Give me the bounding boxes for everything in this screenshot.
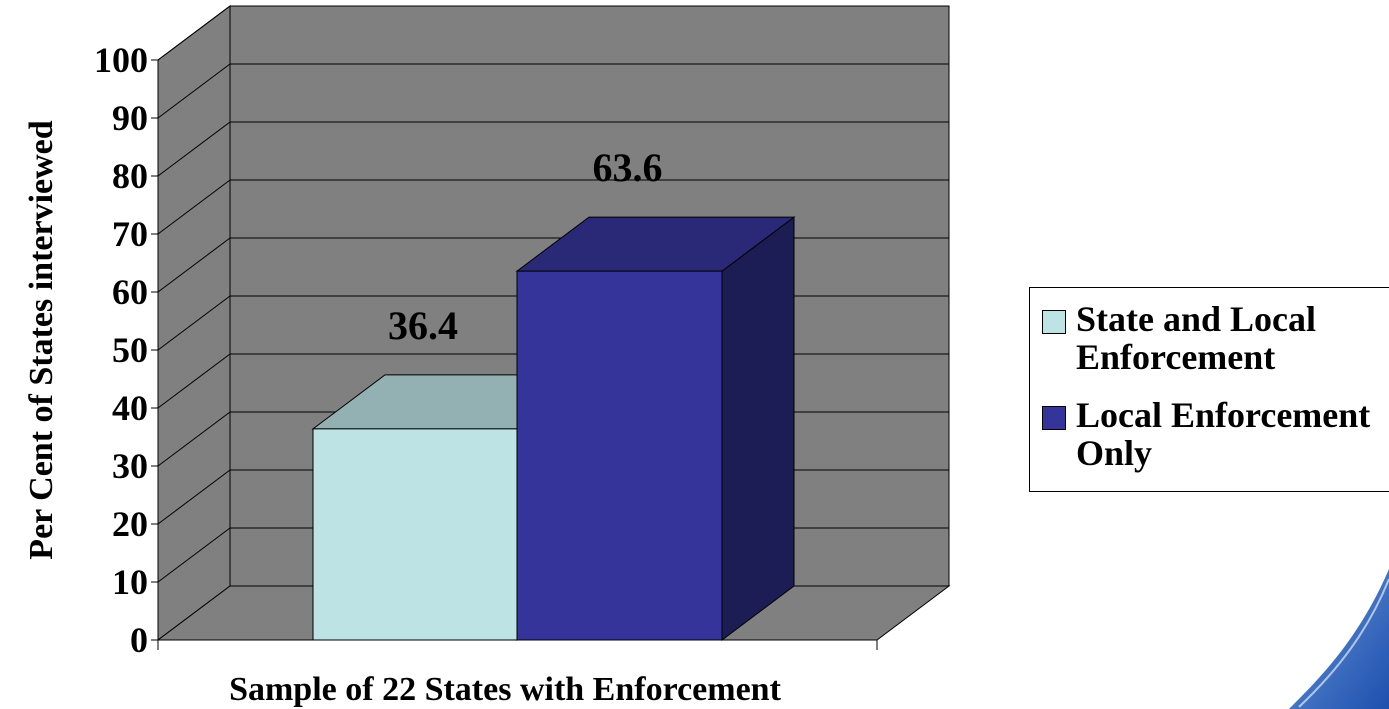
y-tick-label: 40	[112, 388, 148, 428]
y-tick-label: 100	[94, 40, 148, 80]
gridline-side	[157, 237, 231, 293]
gridline-side	[157, 411, 231, 467]
bar-side	[721, 216, 795, 641]
legend-item-state-and-local: State and Local Enforcement	[1042, 300, 1389, 376]
legend: State and Local Enforcement Local Enforc…	[1029, 287, 1389, 492]
x-axis-title: Sample of 22 States with Enforcement	[229, 671, 781, 708]
y-tick-label: 90	[112, 98, 148, 138]
bar	[312, 428, 518, 641]
decorative-swoosh-icon	[1289, 569, 1389, 709]
y-tick-label: 50	[112, 330, 148, 370]
gridline-side	[157, 527, 231, 583]
bar	[516, 270, 723, 641]
data-labels: 36.4 63.6	[388, 145, 663, 348]
gridline-side	[157, 63, 231, 119]
legend-label: State and Local Enforcement	[1076, 299, 1317, 377]
y-axis-title: Per Cent of States interviewed	[23, 120, 60, 559]
legend-swatch-state-and-local	[1042, 310, 1066, 334]
legend-label: Local Enforcement Only	[1076, 395, 1371, 473]
gridline-side	[157, 353, 231, 409]
y-tick-label: 10	[112, 562, 148, 602]
data-label: 63.6	[593, 145, 663, 190]
gridline-side	[157, 469, 231, 525]
data-label: 36.4	[388, 303, 458, 348]
gridline-side	[157, 179, 231, 235]
bars	[311, 216, 796, 641]
gridline-side	[157, 121, 231, 177]
gridline-side	[157, 295, 231, 351]
y-tick-label: 60	[112, 272, 148, 312]
y-tick-labels: 0 10 20 30 40 50 60 70 80 90 100	[94, 40, 148, 660]
y-tick-label: 80	[112, 156, 148, 196]
legend-swatch-local-only	[1042, 406, 1066, 430]
y-axis	[151, 59, 878, 650]
y-tick-label: 70	[112, 214, 148, 254]
y-tick-label: 20	[112, 504, 148, 544]
legend-item-local-only: Local Enforcement Only	[1042, 396, 1389, 472]
y-tick-label: 30	[112, 446, 148, 486]
y-tick-label: 0	[130, 620, 148, 660]
gridline-side	[157, 5, 231, 61]
